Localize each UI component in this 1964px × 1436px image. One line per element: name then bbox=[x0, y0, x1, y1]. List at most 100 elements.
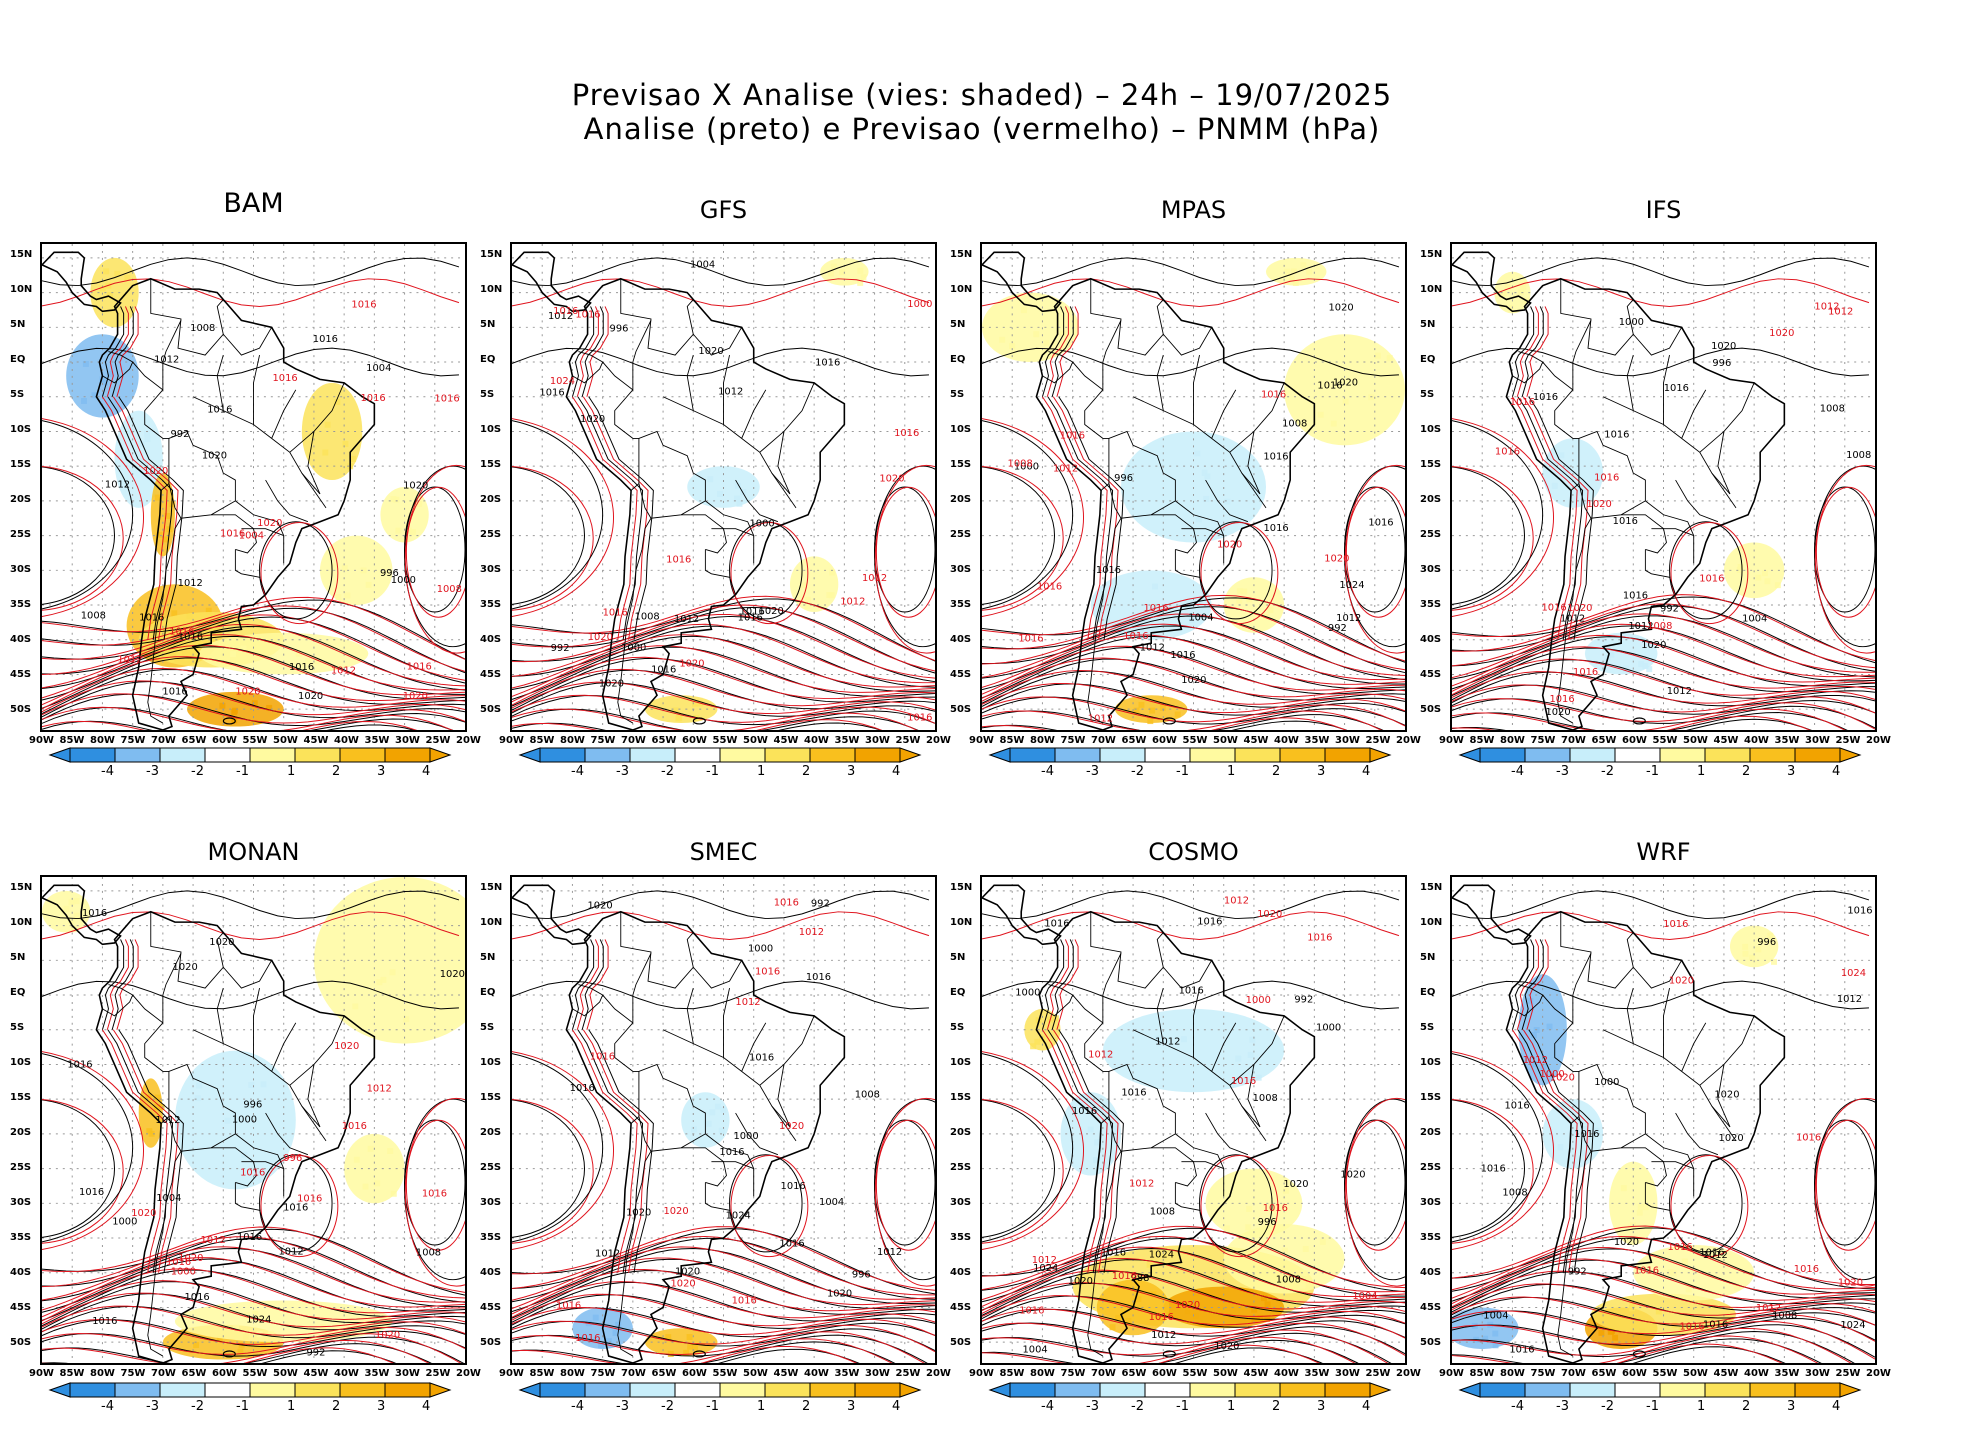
bias-cell bbox=[1255, 1074, 1262, 1081]
bias-cell bbox=[1771, 958, 1777, 965]
analysis-isobar-label: 1016 bbox=[313, 334, 338, 345]
bias-cell bbox=[1767, 932, 1774, 939]
analysis-isobar-label: 1016 bbox=[570, 1083, 595, 1094]
bias-cell bbox=[705, 1120, 712, 1127]
lon-tick-label: 35W bbox=[1774, 735, 1800, 746]
forecast-isobar-label: 1000 bbox=[1540, 1069, 1565, 1080]
panel-title-monan: MONAN bbox=[207, 838, 300, 866]
isobars bbox=[1452, 890, 1875, 1363]
analysis-isobar-label: 1012 bbox=[1667, 686, 1692, 697]
bias-cell bbox=[164, 512, 171, 519]
forecast-isobar-label: 1012 bbox=[117, 654, 142, 665]
forecast-isobar-label: 1020 bbox=[257, 518, 282, 529]
bias-cell bbox=[219, 702, 226, 709]
colorbar-label: 1 bbox=[1697, 1399, 1706, 1414]
bias-cell bbox=[826, 592, 833, 599]
colorbar-bin bbox=[1614, 1382, 1661, 1398]
bias-cell bbox=[830, 263, 837, 270]
colorbar-bin bbox=[674, 1382, 721, 1398]
bias-cell bbox=[1059, 330, 1066, 337]
analysis-isobar-label: 1016 bbox=[283, 1202, 308, 1213]
colorbar-label: 3 bbox=[1787, 1399, 1796, 1414]
bias-cell bbox=[144, 435, 151, 442]
colorbar-label: 3 bbox=[847, 1399, 856, 1414]
analysis-isobar-label: 996 bbox=[852, 1270, 871, 1281]
bias-cell bbox=[171, 610, 178, 617]
lon-tick-label: 60W bbox=[1622, 1368, 1647, 1379]
bias-cell bbox=[1194, 450, 1201, 457]
bias-cell bbox=[734, 495, 740, 502]
bias-cell bbox=[68, 917, 75, 924]
bias-cell bbox=[251, 700, 258, 707]
lon-tick-label: 25W bbox=[895, 735, 921, 746]
panel-title-mpas: MPAS bbox=[1160, 196, 1227, 224]
analysis-isobar-label: 1016 bbox=[806, 972, 831, 983]
analysis-isobar-label: 1016 bbox=[815, 357, 840, 368]
lat-tick-label: 20S bbox=[950, 494, 972, 505]
colorbar-bin bbox=[1009, 1382, 1056, 1398]
lat-tick-label: 30S bbox=[1420, 564, 1442, 575]
lon-tick-label: 30W bbox=[1335, 1368, 1360, 1379]
coastlines bbox=[42, 251, 376, 730]
forecast-isobar-label: 1020 bbox=[1550, 1072, 1575, 1083]
lon-tick-label: 70W bbox=[621, 1368, 646, 1379]
lon-tick-label: 65W bbox=[181, 1368, 207, 1379]
lon-tick-label: 80W bbox=[560, 1368, 585, 1379]
bias-cell bbox=[1235, 1055, 1242, 1062]
contour-labels: 1016101210081012101610161020102010161012… bbox=[1495, 302, 1871, 718]
coastlines bbox=[1452, 884, 1786, 1363]
colorbar-label: 1 bbox=[287, 1399, 296, 1414]
lat-tick-label: 10N bbox=[10, 917, 33, 928]
bias-cell bbox=[1558, 452, 1565, 459]
forecast-isobar-label: 1016 bbox=[351, 300, 376, 311]
colorbar-bin bbox=[1054, 747, 1101, 763]
lon-tick-label: 80W bbox=[1500, 1368, 1525, 1379]
colorbar-label: 3 bbox=[377, 764, 386, 779]
colorbar-bin bbox=[1659, 1382, 1706, 1398]
lon-tick-label: 25W bbox=[1365, 735, 1391, 746]
colorbar-bin bbox=[1749, 1382, 1796, 1398]
colorbar-label: 4 bbox=[422, 1399, 431, 1414]
south-america-coast bbox=[1505, 910, 1786, 1363]
bias-cell bbox=[156, 531, 163, 538]
bias-cell bbox=[99, 376, 106, 383]
forecast-isobar-label: 1016 bbox=[220, 528, 245, 539]
bias-cell bbox=[305, 657, 312, 664]
bias-cell bbox=[162, 536, 169, 543]
lat-tick-label: 10N bbox=[480, 917, 503, 928]
forecast-isobar-label: 1020 bbox=[403, 691, 428, 702]
lat-tick-label: 20S bbox=[1420, 1127, 1442, 1138]
bias-cell bbox=[91, 392, 98, 399]
coastlines bbox=[982, 884, 1316, 1363]
lat-tick-label: 15N bbox=[1420, 249, 1443, 260]
bias-cell bbox=[1249, 1036, 1256, 1043]
lat-tick-label: EQ bbox=[10, 354, 26, 365]
colorbar-label: -3 bbox=[616, 764, 629, 779]
analysis-isobar-label: 1000 bbox=[112, 1217, 137, 1228]
colorbar-label: 4 bbox=[422, 764, 431, 779]
bias-cell bbox=[1133, 707, 1140, 714]
bias-cell bbox=[829, 569, 836, 576]
colorbar-bin bbox=[339, 1382, 386, 1398]
colorbar-bin bbox=[764, 747, 811, 763]
bias-cell bbox=[389, 969, 396, 976]
bias-cell bbox=[1612, 1334, 1619, 1341]
analysis-isobar-label: 1016 bbox=[178, 632, 203, 643]
analysis-isobar-label: 1016 bbox=[1623, 591, 1648, 602]
analysis-isobar-label: 1012 bbox=[548, 311, 573, 322]
forecast-isobar-label: 1016 bbox=[1594, 472, 1619, 483]
bias-cell bbox=[1593, 1127, 1600, 1134]
colorbar-label: 2 bbox=[802, 1399, 811, 1414]
forecast-isobar-label: 1016 bbox=[590, 1051, 615, 1062]
bias-cell bbox=[1374, 352, 1381, 359]
bias-cell bbox=[176, 650, 182, 657]
colorbar-bin bbox=[1704, 747, 1751, 763]
bias-cell bbox=[1252, 1252, 1259, 1259]
analysis-isobar-label: 1016 bbox=[1847, 905, 1872, 916]
bias-cell bbox=[387, 1148, 394, 1155]
bias-cell bbox=[1188, 616, 1195, 623]
bias-cell bbox=[1152, 583, 1158, 590]
bias-cell bbox=[687, 1343, 694, 1350]
analysis-isobar-label: 1012 bbox=[674, 614, 699, 625]
bias-cell bbox=[390, 1190, 397, 1197]
